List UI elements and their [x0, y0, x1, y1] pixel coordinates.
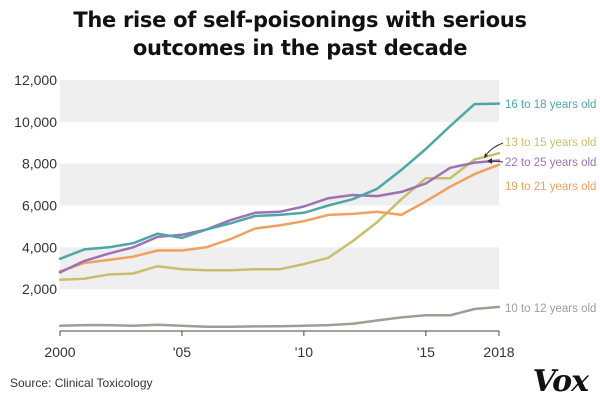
label-arrowhead-13-15	[484, 153, 488, 158]
vox-logo: Vox	[532, 364, 589, 399]
series-label-19-to-21-years-old: 19 to 21 years old	[505, 181, 596, 193]
series-line-16-to-18-years-old	[58, 102, 501, 261]
y-tick-label: 10,000	[14, 114, 57, 130]
x-tick-label: '05	[173, 344, 191, 360]
series-label-16-to-18-years-old: 16 to 18 years old	[505, 99, 596, 111]
series-label-10-to-12-years-old: 10 to 12 years old	[505, 303, 596, 315]
series-line-13-to-15-years-old	[58, 151, 501, 282]
y-tick-label: 2,000	[22, 281, 57, 297]
y-tick-label: 6,000	[22, 198, 57, 214]
series-line-19-to-21-years-old	[58, 163, 501, 273]
grid-band-1	[60, 163, 499, 206]
grid-bands	[60, 80, 499, 290]
y-tick-label: 8,000	[22, 156, 57, 172]
x-tick-label: '10	[295, 344, 313, 360]
chart-title-line-2: outcomes in the past decade	[132, 36, 468, 60]
label-arrow-13-15	[485, 142, 504, 156]
chart-title: The rise of self-poisonings with serious…	[0, 6, 600, 62]
x-tick-label: '15	[417, 344, 435, 360]
series-label-22-to-25-years-old: 22 to 25 years old	[505, 157, 596, 169]
series-line-22-to-25-years-old	[58, 159, 501, 274]
y-tick-label: 4,000	[22, 239, 57, 255]
series-labels: 16 to 18 years old 13 to 15 years old 22 t…	[484, 99, 596, 315]
axes: 2,000 4,000 6,000 8,000 10,000 12,000 2000 '05 '…	[14, 72, 515, 360]
series-lines	[58, 102, 501, 329]
series-line-10-to-12-years-old	[58, 305, 501, 329]
y-tick-label: 12,000	[14, 72, 57, 88]
series-label-13-to-15-years-old: 13 to 15 years old	[505, 137, 596, 149]
label-arrow-22-25	[489, 160, 504, 163]
label-arrowhead-22-25	[487, 158, 492, 164]
chart-title-line-1: The rise of self-poisonings with serious	[73, 8, 527, 32]
grid-band-2	[60, 80, 499, 122]
x-tick-label: 2000	[44, 344, 75, 360]
source-note: Source: Clinical Toxicology	[10, 376, 153, 390]
x-tick-label: 2018	[483, 344, 514, 360]
